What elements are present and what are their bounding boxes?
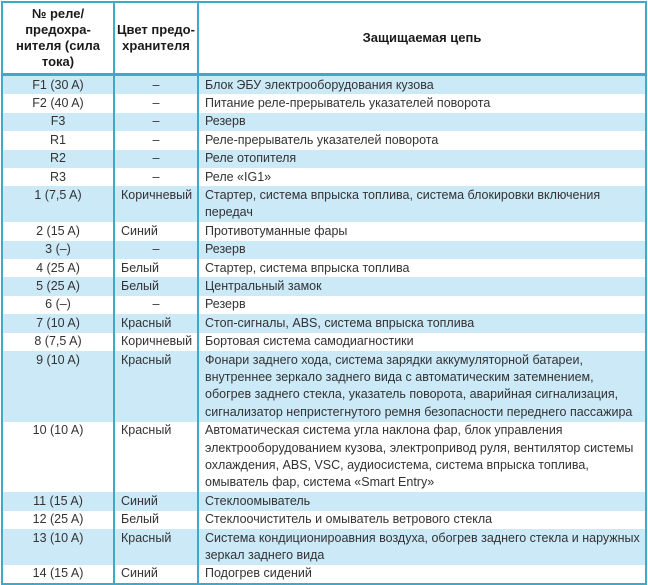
fuse-color-cell: Красный [113, 529, 198, 565]
table-row: 4 (25 A) Белый Стартер, система впрыска … [2, 259, 646, 278]
protected-circuit-cell: Питание реле-прерыватель указателей пово… [197, 94, 646, 113]
protected-circuit-cell: Реле-прерыватель указателей поворота [197, 131, 646, 150]
protected-circuit-cell: Стеклоочиститель и омыватель ветрового с… [197, 510, 646, 530]
fuse-color-cell: Белый [113, 277, 198, 296]
fuse-number-cell: 5 (25 A) [2, 277, 114, 296]
table-row: 7 (10 A) Красный Стоп-сигналы, ABS, сист… [2, 314, 646, 333]
fuse-color-cell: – [113, 240, 198, 260]
fuse-color-cell: – [113, 149, 198, 169]
protected-circuit-cell: Реле «IG1» [197, 168, 646, 187]
fuse-color-cell: Коричневый [113, 186, 198, 223]
fuse-number-cell: R3 [2, 168, 114, 187]
table-row: R3 – Реле «IG1» [2, 168, 646, 187]
table-row: 6 (–) – Резерв [2, 295, 646, 315]
fuse-color-cell: Синий [113, 564, 198, 585]
fuse-color-cell: – [113, 94, 198, 113]
protected-circuit-cell: Система кондиционироавния воздуха, обогр… [197, 529, 646, 565]
fuse-number-cell: 3 (–) [2, 240, 114, 260]
col-header-fuse-color: Цвет предо- хранителя [113, 2, 198, 76]
table-row: F2 (40 A) – Питание реле-прерыватель ука… [2, 94, 646, 113]
protected-circuit-cell: Стартер, система впрыска топлива, систем… [197, 186, 646, 223]
table-row: F3 – Резерв [2, 112, 646, 132]
fuse-color-cell: Белый [113, 510, 198, 530]
fuse-number-cell: 2 (15 A) [2, 222, 114, 241]
table-row: 10 (10 A) Красный Автоматическая система… [2, 421, 646, 493]
fuse-color-cell: – [113, 112, 198, 132]
fuse-color-cell: – [113, 131, 198, 150]
protected-circuit-cell: Стеклоомыватель [197, 492, 646, 511]
fuse-number-cell: 13 (10 A) [2, 529, 114, 565]
table-row: 5 (25 A) Белый Центральный замок [2, 277, 646, 296]
table-row: 2 (15 A) Синий Противотуманные фары [2, 222, 646, 241]
fuse-color-cell: Синий [113, 492, 198, 511]
table-row: 12 (25 A) Белый Стеклоочиститель и омыва… [2, 510, 646, 530]
fuse-number-cell: F3 [2, 112, 114, 132]
table-row: 14 (15 A) Синий Подогрев сидений [2, 564, 646, 585]
fuse-number-cell: F2 (40 A) [2, 94, 114, 113]
fuse-color-cell: – [113, 168, 198, 187]
fuse-number-cell: 6 (–) [2, 295, 114, 315]
protected-circuit-cell: Реле отопителя [197, 149, 646, 169]
fuse-number-cell: 1 (7,5 A) [2, 186, 114, 223]
fuse-color-cell: Белый [113, 259, 198, 278]
protected-circuit-cell: Фонари заднего хода, система зарядки акк… [197, 351, 646, 422]
fuse-number-cell: 10 (10 A) [2, 421, 114, 493]
fuse-number-cell: 14 (15 A) [2, 564, 114, 585]
fuse-number-cell: 9 (10 A) [2, 351, 114, 422]
fuse-number-cell: R1 [2, 131, 114, 150]
table-row: R2 – Реле отопителя [2, 149, 646, 169]
protected-circuit-cell: Блок ЭБУ электрооборудования кузова [197, 74, 646, 95]
table-row: 9 (10 A) Красный Фонари заднего хода, си… [2, 351, 646, 422]
protected-circuit-cell: Стоп-сигналы, ABS, система впрыска топли… [197, 314, 646, 333]
protected-circuit-cell: Стартер, система впрыска топлива [197, 259, 646, 278]
table-row: 13 (10 A) Красный Система кондиционироав… [2, 529, 646, 565]
fuse-color-cell: Коричневый [113, 332, 198, 352]
protected-circuit-cell: Бортовая система самодиагностики [197, 332, 646, 352]
fuse-number-cell: 11 (15 A) [2, 492, 114, 511]
fuse-table-body: F1 (30 A) – Блок ЭБУ электрооборудования… [2, 74, 646, 585]
protected-circuit-cell: Автоматическая система угла наклона фар,… [197, 421, 646, 493]
col-header-relay-fuse-number: № реле/предохра- нителя (сила тока) [2, 2, 114, 76]
table-row: 1 (7,5 A) Коричневый Стартер, система вп… [2, 186, 646, 223]
protected-circuit-cell: Центральный замок [197, 277, 646, 296]
fuse-color-cell: Красный [113, 421, 198, 493]
fuse-number-cell: R2 [2, 149, 114, 169]
protected-circuit-cell: Противотуманные фары [197, 222, 646, 241]
protected-circuit-cell: Резерв [197, 295, 646, 315]
table-row: 8 (7,5 A) Коричневый Бортовая система са… [2, 332, 646, 352]
fuse-number-cell: F1 (30 A) [2, 74, 114, 95]
protected-circuit-cell: Резерв [197, 240, 646, 260]
table-row: 3 (–) – Резерв [2, 240, 646, 260]
table-header: № реле/предохра- нителя (сила тока) Цвет… [2, 2, 646, 76]
protected-circuit-cell: Подогрев сидений [197, 564, 646, 585]
fuse-number-cell: 4 (25 A) [2, 259, 114, 278]
fuse-number-cell: 7 (10 A) [2, 314, 114, 333]
table-row: F1 (30 A) – Блок ЭБУ электрооборудования… [2, 74, 646, 95]
col-header-protected-circuit: Защищаемая цепь [197, 2, 646, 76]
fuse-color-cell: Красный [113, 351, 198, 422]
fuse-color-cell: – [113, 74, 198, 95]
fuse-color-cell: – [113, 295, 198, 315]
fuse-number-cell: 8 (7,5 A) [2, 332, 114, 352]
table-row: R1 – Реле-прерыватель указателей поворот… [2, 131, 646, 150]
fuse-number-cell: 12 (25 A) [2, 510, 114, 530]
table-row: 11 (15 A) Синий Стеклоомыватель [2, 492, 646, 511]
fuse-color-cell: Красный [113, 314, 198, 333]
fuse-color-cell: Синий [113, 222, 198, 241]
header-row: № реле/предохра- нителя (сила тока) Цвет… [2, 2, 646, 76]
protected-circuit-cell: Резерв [197, 112, 646, 132]
